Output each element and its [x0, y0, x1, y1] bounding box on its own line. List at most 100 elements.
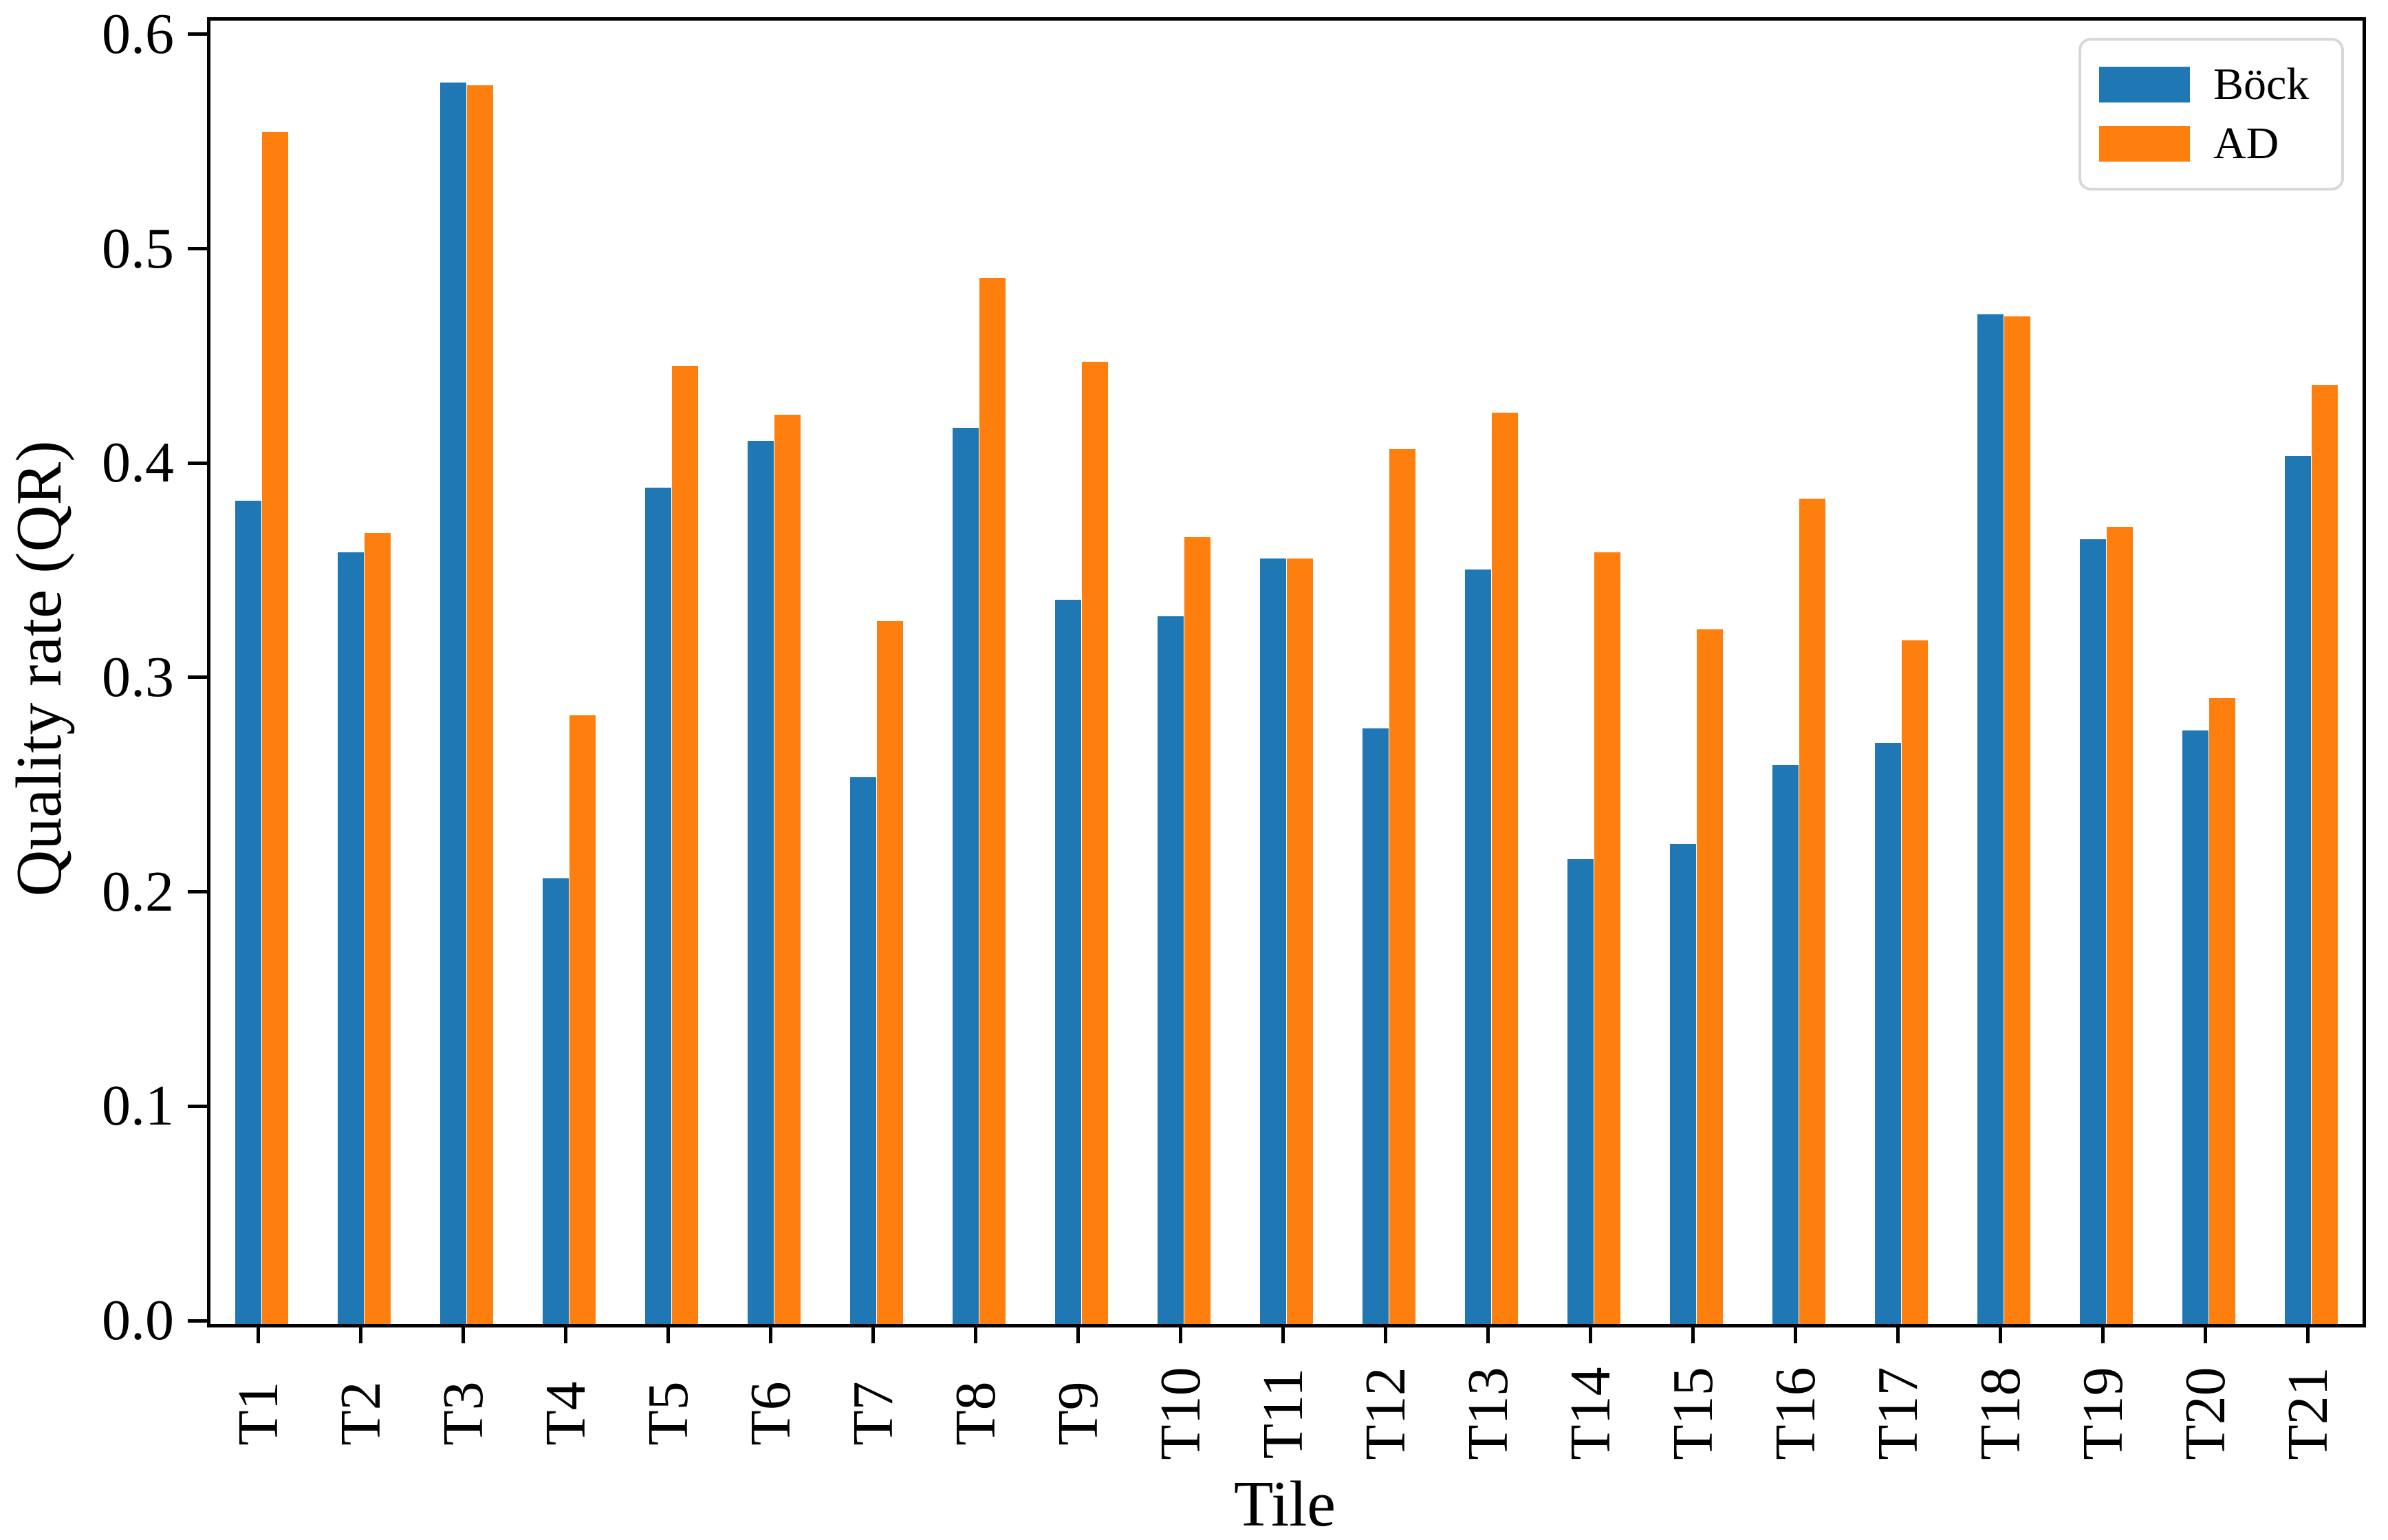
bar-ad-t7: [876, 620, 904, 1324]
x-tick-label-t13: T13: [1455, 1367, 1520, 1460]
bar-ad-t16: [1799, 499, 1826, 1324]
x-tick-label-t21: T21: [2275, 1367, 2340, 1460]
bar-ad-t10: [1184, 537, 1211, 1324]
bar-bock-t20: [2182, 730, 2209, 1324]
x-tick-t1: [257, 1324, 260, 1343]
x-tick-t11: [1281, 1324, 1285, 1343]
bar-ad-t8: [979, 278, 1006, 1324]
bar-bock-t16: [1772, 764, 1799, 1324]
bar-ad-t1: [261, 132, 289, 1324]
bar-bock-t6: [747, 440, 774, 1324]
x-tick-t15: [1691, 1324, 1695, 1343]
bar-bock-t21: [2284, 455, 2312, 1324]
x-tick-label-t10: T10: [1148, 1367, 1213, 1460]
bar-bock-t18: [1977, 314, 2004, 1324]
bar-bock-t1: [235, 501, 262, 1324]
x-tick-label-t9: T9: [1045, 1381, 1110, 1446]
bar-ad-t12: [1389, 449, 1416, 1324]
x-tick-t2: [359, 1324, 362, 1343]
bar-ad-t2: [364, 532, 391, 1324]
x-tick-t9: [1076, 1324, 1080, 1343]
x-tick-label-t8: T8: [943, 1381, 1008, 1446]
x-tick-label-t7: T7: [840, 1381, 905, 1446]
bar-ad-t14: [1594, 552, 1621, 1324]
bar-bock-t10: [1157, 616, 1184, 1324]
y-tick-0-5: [188, 247, 207, 251]
bar-bock-t11: [1259, 558, 1287, 1324]
x-tick-label-t20: T20: [2173, 1367, 2237, 1460]
bar-bock-t13: [1464, 569, 1492, 1324]
legend-label-bock: Böck: [2213, 58, 2310, 109]
bar-ad-t18: [2004, 316, 2031, 1324]
y-tick-label-0-4: 0.4: [102, 431, 174, 495]
bar-bock-t12: [1362, 728, 1389, 1324]
y-tick-0-6: [188, 32, 207, 36]
y-tick-0-1: [188, 1104, 207, 1108]
x-tick-t16: [1794, 1324, 1797, 1343]
bar-bock-t2: [337, 552, 365, 1324]
bar-ad-t17: [1901, 640, 1929, 1324]
x-tick-label-t12: T12: [1353, 1367, 1418, 1460]
x-tick-label-t16: T16: [1763, 1367, 1827, 1460]
y-tick-0-2: [188, 890, 207, 894]
y-tick-label-0-6: 0.6: [102, 1, 174, 66]
bar-bock-t19: [2079, 539, 2107, 1324]
x-tick-t19: [2101, 1324, 2105, 1343]
bar-ad-t4: [569, 715, 596, 1324]
x-tick-t4: [564, 1324, 567, 1343]
y-tick-0-4: [188, 461, 207, 465]
bar-ad-t5: [671, 365, 699, 1324]
bar-bock-t15: [1669, 843, 1697, 1324]
x-tick-label-t14: T14: [1558, 1367, 1622, 1460]
x-tick-t5: [666, 1324, 670, 1343]
y-tick-label-0-0: 0.0: [102, 1288, 174, 1352]
x-tick-label-t19: T19: [2070, 1367, 2135, 1460]
bar-ad-t9: [1081, 361, 1109, 1324]
bar-ad-t19: [2106, 526, 2134, 1324]
x-tick-t14: [1589, 1324, 1592, 1343]
bar-bock-t3: [439, 83, 467, 1324]
x-tick-t18: [1999, 1324, 2002, 1343]
y-tick-label-0-5: 0.5: [102, 216, 174, 281]
bar-ad-t6: [774, 415, 801, 1324]
x-tick-label-t1: T1: [226, 1381, 290, 1446]
x-tick-t21: [2306, 1324, 2310, 1343]
x-tick-label-t18: T18: [1968, 1367, 2032, 1460]
x-tick-label-t17: T17: [1865, 1367, 1930, 1460]
x-tick-label-t11: T11: [1250, 1367, 1315, 1460]
bar-ad-t20: [2208, 697, 2236, 1324]
y-tick-label-0-3: 0.3: [102, 644, 174, 709]
legend-item-bock: Böck: [2099, 58, 2323, 109]
y-tick-0-0: [188, 1319, 207, 1323]
legend-item-ad: AD: [2099, 121, 2323, 166]
bar-bock-t7: [849, 777, 877, 1324]
x-tick-t10: [1179, 1324, 1182, 1343]
x-tick-label-t2: T2: [328, 1381, 393, 1446]
x-tick-t6: [769, 1324, 772, 1343]
x-axis-title: Tile: [1233, 1468, 1336, 1540]
x-tick-label-t6: T6: [738, 1381, 803, 1446]
plot-area: [207, 17, 2366, 1327]
y-tick-0-3: [188, 675, 207, 680]
x-tick-t8: [974, 1324, 977, 1343]
bar-ad-t3: [466, 85, 494, 1324]
x-tick-label-t4: T4: [533, 1381, 598, 1446]
bar-bock-t17: [1874, 743, 1902, 1324]
x-tick-label-t5: T5: [636, 1381, 700, 1446]
legend: Böck AD: [2078, 38, 2344, 191]
bar-bock-t4: [542, 878, 569, 1324]
x-tick-t7: [871, 1324, 875, 1343]
bar-bock-t8: [952, 428, 979, 1324]
legend-label-ad: AD: [2213, 118, 2279, 169]
legend-swatch-bock: [2099, 66, 2190, 102]
y-tick-label-0-2: 0.2: [102, 859, 174, 924]
x-tick-t13: [1486, 1324, 1490, 1343]
x-tick-t12: [1384, 1324, 1387, 1343]
bar-ad-t13: [1491, 413, 1519, 1324]
y-tick-label-0-1: 0.1: [102, 1074, 174, 1138]
x-tick-t17: [1896, 1324, 1900, 1343]
legend-swatch-ad: [2099, 126, 2190, 162]
x-tick-label-t15: T15: [1660, 1367, 1725, 1460]
bar-bock-t14: [1567, 858, 1594, 1324]
